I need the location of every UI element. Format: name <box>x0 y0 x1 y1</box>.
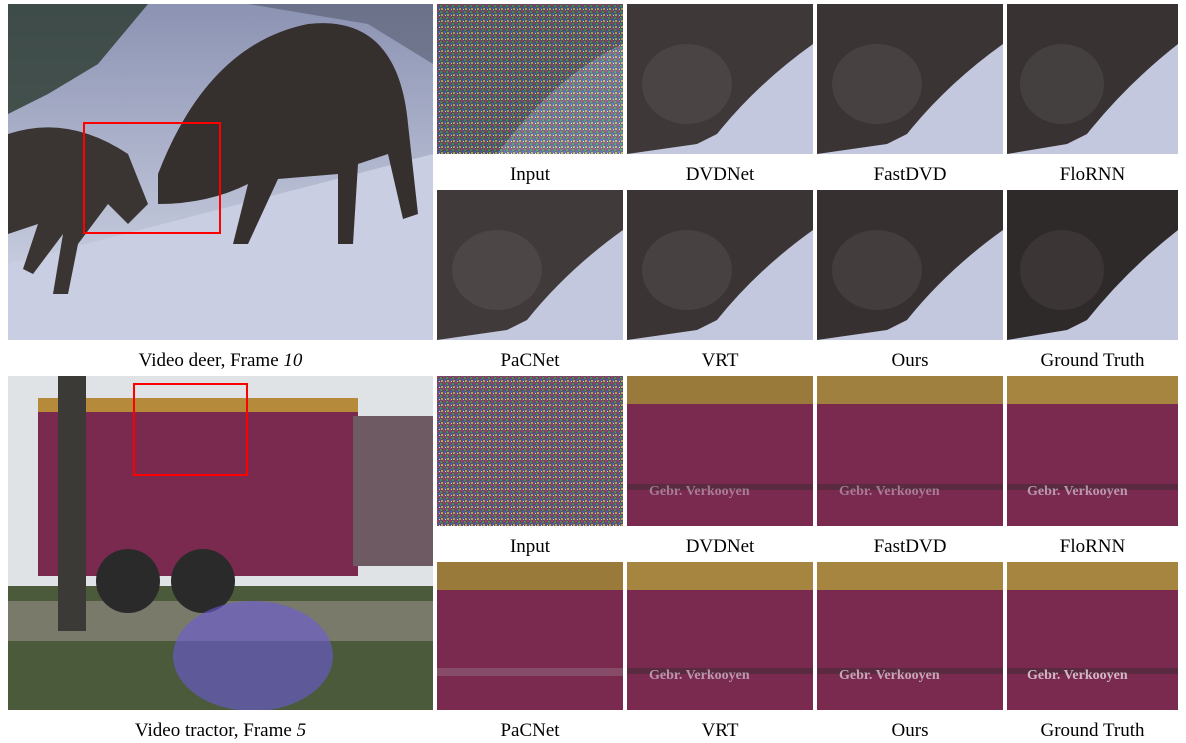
crop-tractor-vrt: Gebr. Verkooyen <box>627 562 813 710</box>
crop-tractor-vrt-text: Gebr. Verkooyen <box>649 668 750 683</box>
crop-label-tractor-vrt: VRT <box>701 720 739 741</box>
main-image-deer <box>8 4 433 340</box>
crop-label-tractor-ours: Ours <box>891 720 929 741</box>
main-caption-deer: Video deer, Frame 10 <box>138 350 303 371</box>
crop-tractor-florNN-text: Gebr. Verkooyen <box>1027 484 1128 499</box>
crop-label-deer-ground-truth: Ground Truth <box>1040 350 1145 371</box>
crop-label-deer-florNN: FloRNN <box>1059 164 1126 185</box>
crop-tractor-fastdvd-text: Gebr. Verkooyen <box>839 484 940 499</box>
crop-label-deer-fastdvd: FastDVD <box>873 164 947 185</box>
crop-label-deer-ours: Ours <box>891 350 929 371</box>
crop-tractor-dvdnet: Gebr. Verkooyen <box>627 376 813 526</box>
crop-tractor-ground-truth: Gebr. Verkooyen <box>1007 562 1178 710</box>
crop-label-deer-input: Input <box>509 164 551 185</box>
crop-tractor-fastdvd: Gebr. Verkooyen <box>817 376 1003 526</box>
crop-deer-ground-truth <box>1007 190 1178 340</box>
crop-tractor-dvdnet-text: Gebr. Verkooyen <box>649 484 750 499</box>
crop-deer-vrt <box>627 190 813 340</box>
crop-label-tractor-florNN: FloRNN <box>1059 536 1126 557</box>
roi-box-tractor <box>133 383 248 476</box>
crop-label-tractor-input: Input <box>509 536 551 557</box>
crop-tractor-ours: Gebr. Verkooyen <box>817 562 1003 710</box>
crop-deer-input <box>437 4 623 154</box>
crop-deer-florNN <box>1007 4 1178 154</box>
crop-label-tractor-pacnet: PaCNet <box>500 720 560 741</box>
crop-tractor-ground-truth-text: Gebr. Verkooyen <box>1027 668 1128 683</box>
crop-deer-dvdnet <box>627 4 813 154</box>
main-caption-tractor: Video tractor, Frame 5 <box>134 720 307 741</box>
crop-tractor-input <box>437 376 623 526</box>
crop-deer-fastdvd <box>817 4 1003 154</box>
crop-label-deer-dvdnet: DVDNet <box>685 164 755 185</box>
roi-box-deer <box>83 122 221 234</box>
crop-tractor-pacnet <box>437 562 623 710</box>
crop-deer-pacnet <box>437 190 623 340</box>
crop-deer-ours <box>817 190 1003 340</box>
main-image-tractor <box>8 376 433 710</box>
crop-label-tractor-fastdvd: FastDVD <box>873 536 947 557</box>
crop-label-tractor-dvdnet: DVDNet <box>685 536 755 557</box>
crop-label-tractor-ground-truth: Ground Truth <box>1040 720 1145 741</box>
crop-tractor-ours-text: Gebr. Verkooyen <box>839 668 940 683</box>
crop-label-deer-vrt: VRT <box>701 350 739 371</box>
crop-label-deer-pacnet: PaCNet <box>500 350 560 371</box>
crop-tractor-florNN: Gebr. Verkooyen <box>1007 376 1178 526</box>
